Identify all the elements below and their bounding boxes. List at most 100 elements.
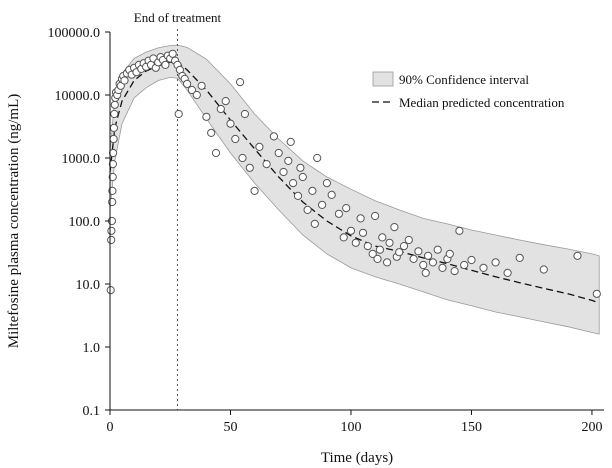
data-point	[491, 258, 500, 267]
data-point	[375, 245, 384, 254]
data-point	[346, 226, 356, 235]
data-point	[409, 254, 418, 263]
data-point	[308, 186, 317, 195]
median-line	[109, 61, 600, 304]
x-ticks: 0 50 100 150 200	[107, 410, 602, 435]
x-tick-label: 200	[581, 420, 602, 435]
data-point	[358, 228, 368, 237]
data-point	[289, 179, 298, 188]
data-point	[211, 148, 221, 158]
legend: 90% Confidence interval Median predicted…	[372, 71, 565, 110]
data-point	[255, 142, 264, 151]
y-ticks: 0.1 1.0 10.0 100.0 1000.0 10000.0 100000.0	[48, 26, 110, 419]
data-point	[269, 132, 278, 141]
data-point	[216, 104, 225, 114]
data-point	[183, 79, 192, 89]
data-point	[303, 205, 312, 214]
data-point	[479, 263, 488, 272]
data-point	[192, 90, 201, 100]
data-point	[455, 226, 464, 235]
data-point	[327, 190, 336, 199]
y-tick-label: 10.0	[76, 278, 101, 293]
data-point	[231, 134, 240, 144]
data-point	[373, 254, 382, 263]
data-point	[240, 109, 249, 119]
annotation-layer: End of treatment	[134, 10, 222, 410]
data-point	[404, 235, 413, 245]
y-tick-label: 1000.0	[62, 152, 101, 167]
data-point	[202, 112, 211, 121]
data-point	[515, 253, 524, 262]
data-point	[279, 167, 288, 177]
data-point	[250, 186, 259, 195]
data-point	[293, 191, 303, 200]
data-point	[107, 226, 116, 235]
confidence-band-layer	[109, 44, 600, 335]
data-point	[342, 204, 351, 213]
data-point	[390, 223, 399, 232]
data-point	[286, 137, 295, 146]
data-point	[399, 242, 409, 251]
data-point	[245, 163, 254, 172]
data-point	[120, 76, 129, 85]
data-point	[395, 248, 404, 257]
data-point	[414, 247, 423, 256]
data-point	[226, 119, 235, 128]
data-point	[108, 160, 118, 169]
y-tick-label: 10000.0	[55, 89, 101, 104]
data-point	[421, 268, 430, 277]
data-point	[356, 214, 365, 223]
confidence-band	[109, 44, 600, 335]
data-point	[445, 249, 454, 258]
observed-points-layer	[106, 49, 601, 298]
data-point	[207, 128, 216, 137]
data-point	[419, 260, 428, 270]
data-point	[378, 233, 387, 242]
data-point	[108, 172, 117, 182]
y-tick-label: 0.1	[83, 404, 101, 419]
y-tick-label: 100000.0	[48, 26, 101, 41]
legend-ci-swatch	[372, 71, 394, 87]
y-tick-label: 100.0	[69, 215, 101, 230]
data-point	[109, 148, 118, 158]
data-point	[428, 258, 437, 267]
data-point	[262, 160, 271, 169]
data-point	[424, 251, 433, 260]
data-point	[322, 179, 331, 188]
data-point	[236, 78, 245, 87]
data-point	[460, 260, 469, 270]
data-point	[503, 268, 512, 277]
data-point	[161, 60, 170, 70]
y-axis-title: Miltefosine plasma concentration (ng/mL)	[6, 94, 22, 349]
legend-median-label: Median predicted concentration	[399, 95, 565, 110]
data-point	[110, 100, 119, 109]
data-point	[274, 148, 283, 158]
legend-ci-label: 90% Confidence interval	[399, 72, 529, 87]
data-point	[313, 153, 322, 163]
data-point	[109, 123, 119, 133]
data-point	[187, 85, 196, 95]
data-point	[174, 109, 183, 119]
data-point	[108, 186, 117, 195]
data-point	[351, 238, 360, 247]
data-point	[438, 263, 447, 272]
data-point	[310, 219, 319, 228]
y-tick-label: 1.0	[83, 341, 101, 356]
data-point	[371, 211, 380, 221]
data-point	[107, 235, 116, 245]
data-point	[539, 265, 548, 274]
data-point	[168, 49, 177, 58]
data-point	[318, 200, 327, 209]
data-point	[334, 209, 343, 218]
data-point	[467, 255, 476, 265]
data-point	[363, 242, 372, 251]
data-point	[433, 245, 442, 254]
data-point	[238, 153, 247, 163]
data-point	[368, 249, 377, 258]
data-point	[298, 172, 307, 182]
axes: 0 50 100 150 200 0.1 1.0 10.0 100.0 1000.0 10000.…	[6, 26, 604, 466]
x-tick-label: 0	[107, 420, 114, 435]
x-axis-title: Time (days)	[321, 450, 393, 466]
